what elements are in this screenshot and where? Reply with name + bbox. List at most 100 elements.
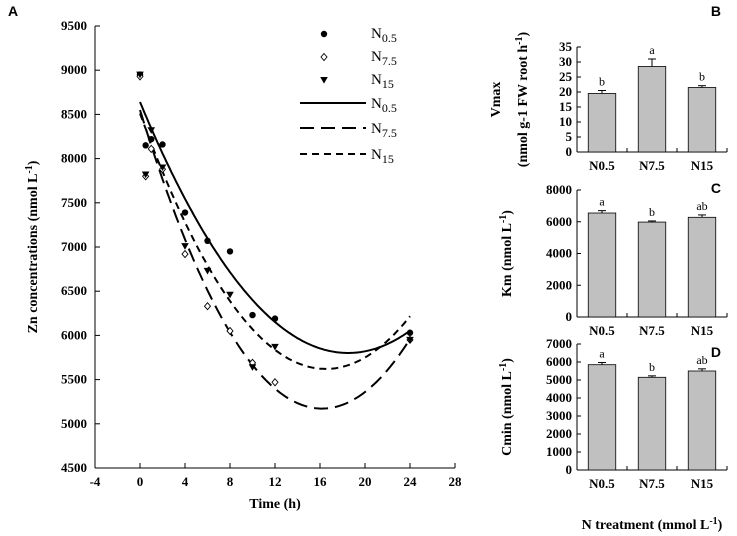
significance-letter: ab xyxy=(696,353,707,367)
panel-d-label: D xyxy=(711,344,721,360)
legend-entry-sub: 7.5 xyxy=(382,54,397,68)
y-title-line2-text: (nmol g-1 FW root h xyxy=(516,45,531,168)
fit-line-N7-5 xyxy=(139,109,411,410)
legend-entry-sub: 15 xyxy=(382,77,394,91)
data-point-N15 xyxy=(406,336,414,344)
y-tick-label: 7000 xyxy=(546,336,572,351)
significance-letter: b xyxy=(699,70,705,84)
legend-entry-sub: 0.5 xyxy=(382,101,397,115)
legend-entry-label: N xyxy=(371,147,382,163)
bar-N0-5 xyxy=(587,364,617,471)
data-point-N15 xyxy=(226,291,234,299)
significance-letter: a xyxy=(599,347,605,361)
data-point-N0-5 xyxy=(181,209,189,216)
y-title: Cmin (nmol L-1) xyxy=(498,358,516,456)
shared-x-title-end: ) xyxy=(718,518,723,533)
legend-marker-1 xyxy=(320,52,328,62)
bar-N0-5 xyxy=(587,212,617,318)
panel-a-x-title: Time (h) xyxy=(249,497,301,512)
y-tick-label: 4000 xyxy=(546,390,572,405)
bar-N7-5 xyxy=(637,221,667,318)
panel-a-y-title-end: ) xyxy=(26,160,41,165)
shared-x-title: N treatment (mmol L-1) xyxy=(582,516,723,534)
data-point-N15 xyxy=(181,243,189,250)
legend-entry-label: N xyxy=(371,96,382,112)
data-point-N15 xyxy=(136,71,144,79)
y-title-end: ) xyxy=(500,210,515,215)
y-tick-label: 15 xyxy=(559,99,573,114)
data-point-N0-5 xyxy=(226,248,234,255)
data-point-N0-5 xyxy=(406,329,414,336)
panel-a-x-tick-label: 4 xyxy=(182,474,189,489)
bar-N15 xyxy=(687,370,717,471)
x-tick-label: N0.5 xyxy=(589,323,615,338)
y-tick-label: 6000 xyxy=(546,214,572,229)
significance-letter: a xyxy=(599,195,605,209)
y-tick-label: 25 xyxy=(559,69,573,84)
data-point-N7-5 xyxy=(181,249,189,259)
y-tick-label: 2000 xyxy=(546,277,572,292)
panel-a-y-tick-label: 6000 xyxy=(61,327,87,342)
legend-entry-label: N xyxy=(371,26,382,42)
y-tick-label: 10 xyxy=(559,114,572,129)
significance-letter: b xyxy=(649,360,655,374)
bar-N15 xyxy=(687,87,717,153)
y-title-line2: (nmol g-1 FW root h-1) xyxy=(514,31,532,167)
legend-entry-4: N7.5 xyxy=(371,121,397,140)
panel-a-x-tick-label: 0 xyxy=(137,474,144,489)
data-point-N15 xyxy=(271,343,279,351)
legend-entry-1: N7.5 xyxy=(371,49,397,68)
y-title-text: Km (nmol L xyxy=(500,223,515,297)
y-tick-label: 4000 xyxy=(546,246,572,261)
panel-a-x-tick-label: 24 xyxy=(404,474,418,489)
y-tick-label: 2000 xyxy=(546,426,572,441)
significance-letter: a xyxy=(649,43,655,57)
legend-entry-0: N0.5 xyxy=(371,26,397,45)
legend-entry-sub: 15 xyxy=(382,152,394,166)
data-point-N7-5 xyxy=(147,144,155,154)
y-title-sup: -1 xyxy=(498,215,509,223)
bar-N7-5 xyxy=(637,376,667,471)
data-point-N15 xyxy=(147,127,156,134)
panel-a-y-title: Zn concentrations (nmol L-1) xyxy=(24,160,42,333)
panel-c-label: C xyxy=(711,180,721,196)
y-title-text: Cmin (nmol L xyxy=(500,371,515,456)
y-tick-label: 0 xyxy=(566,462,573,477)
y-title-line2-sup: -1 xyxy=(514,36,525,44)
panel-a-y-tick-label: 8000 xyxy=(61,151,87,166)
panel-a-y-title-sup: -1 xyxy=(24,165,35,173)
data-point-N7-5 xyxy=(203,302,212,311)
y-tick-label: 6000 xyxy=(546,354,572,369)
panel-a-label: A xyxy=(8,3,18,19)
data-point-N0-5 xyxy=(159,141,166,148)
panel-a-y-tick-label: 6500 xyxy=(61,283,87,298)
data-point-N15 xyxy=(248,364,257,371)
bar-N7-5 xyxy=(637,66,667,153)
y-tick-label: 0 xyxy=(566,144,573,159)
y-tick-label: 30 xyxy=(559,54,572,69)
x-tick-label: N0.5 xyxy=(589,158,615,173)
shared-x-title-sup: -1 xyxy=(709,516,717,527)
legend-entry-sub: 0.5 xyxy=(382,31,397,45)
panel-a-y-tick-label: 7500 xyxy=(61,195,87,210)
y-tick-label: 0 xyxy=(566,309,573,324)
panel-b-label: B xyxy=(711,3,721,19)
shared-x-title-text: N treatment (mmol L xyxy=(582,518,710,533)
y-tick-label: 3000 xyxy=(546,408,572,423)
y-tick-label: 5000 xyxy=(546,372,572,387)
fit-line-N15 xyxy=(139,113,411,370)
y-tick-label: 8000 xyxy=(546,182,572,197)
y-tick-label: 20 xyxy=(559,84,572,99)
legend-marker-0 xyxy=(320,30,328,38)
panel-a-x-tick-label: 8 xyxy=(227,474,234,489)
x-tick-label: N15 xyxy=(691,476,714,491)
y-title: Km (nmol L-1) xyxy=(498,210,516,297)
data-point-N0-5 xyxy=(204,237,211,245)
data-point-N15 xyxy=(158,164,167,172)
significance-letter: b xyxy=(649,205,655,219)
fit-line-N0-5 xyxy=(139,101,411,354)
data-point-N15 xyxy=(141,171,150,179)
x-tick-label: N0.5 xyxy=(589,476,615,491)
